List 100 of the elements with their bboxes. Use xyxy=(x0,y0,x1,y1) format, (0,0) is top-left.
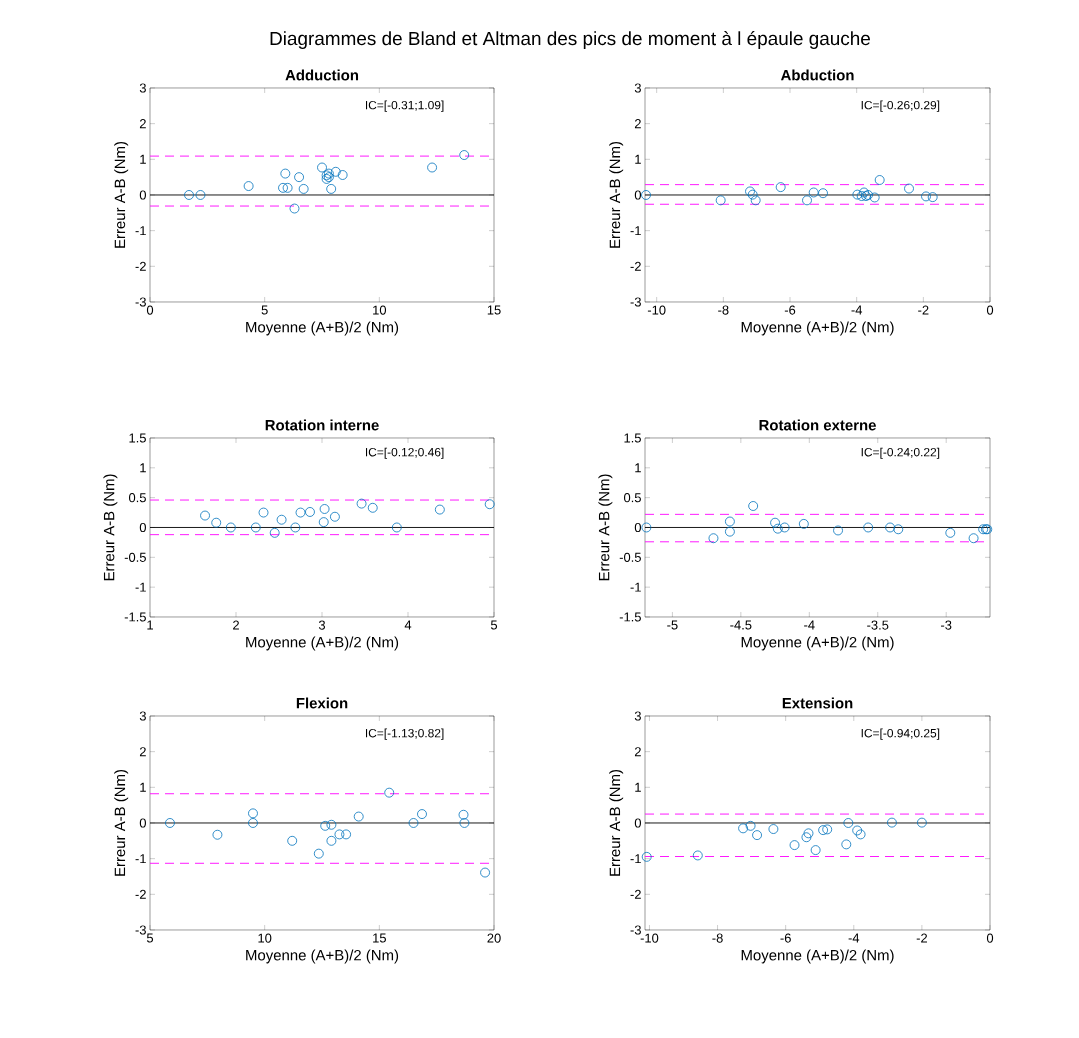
annotation: IC=[-1.13;0.82] xyxy=(365,728,444,740)
point xyxy=(326,835,337,846)
point xyxy=(330,166,341,177)
x-axis-title: Moyenne (A+B)/2 (Nm) xyxy=(246,949,399,964)
point xyxy=(248,818,258,828)
point xyxy=(276,514,287,525)
x-tick-label: 15 xyxy=(487,305,501,315)
point xyxy=(337,170,348,180)
point xyxy=(692,850,703,861)
point xyxy=(384,787,395,798)
y-tick-label: 0 xyxy=(139,522,146,533)
y-tick-label: 1 xyxy=(140,154,146,164)
x-tick-label: 5 xyxy=(146,933,154,943)
point xyxy=(715,195,726,206)
x-tick-label: 10 xyxy=(258,933,272,943)
y-tick-label: -2 xyxy=(135,261,146,271)
point xyxy=(801,832,812,843)
x-tick-label: -4 xyxy=(848,933,860,943)
point xyxy=(748,501,759,511)
x-axis-title: Moyenne (A+B)/2 (Nm) xyxy=(741,949,894,964)
y-tick-label: 2 xyxy=(634,747,641,757)
y-tick-label: -3 xyxy=(630,297,641,307)
x-tick-label: -4 xyxy=(804,620,815,630)
y-tick-label: -0.5 xyxy=(124,552,146,562)
point xyxy=(798,519,809,529)
point xyxy=(278,182,288,193)
point xyxy=(417,809,427,819)
x-tick-label: 0 xyxy=(986,305,994,315)
y-tick-label: -1.5 xyxy=(619,612,641,622)
point xyxy=(184,190,194,200)
y-tick-label: 3 xyxy=(139,83,146,93)
point xyxy=(334,829,345,840)
point xyxy=(353,811,364,822)
point xyxy=(856,191,867,201)
point xyxy=(287,835,298,846)
point xyxy=(330,511,340,522)
point xyxy=(459,150,470,160)
y-tick-label: 0 xyxy=(634,190,641,200)
point xyxy=(738,823,748,834)
point xyxy=(921,191,931,202)
point xyxy=(290,522,301,533)
x-tick-label: -4.5 xyxy=(730,620,752,630)
x-axis-title: Moyenne (A+B)/2 (Nm) xyxy=(741,321,894,336)
x-tick-label: -3.5 xyxy=(867,620,889,630)
x-tick-label: -4 xyxy=(851,305,863,315)
y-tick-label: 3 xyxy=(139,711,146,721)
point xyxy=(326,819,337,830)
point xyxy=(200,510,210,521)
x-tick-label: 10 xyxy=(373,305,387,315)
point xyxy=(165,818,175,828)
point xyxy=(427,162,437,173)
x-tick-label: 15 xyxy=(373,933,386,943)
point xyxy=(770,517,780,528)
x-tick-label: 2 xyxy=(233,620,239,630)
point xyxy=(708,533,719,544)
point xyxy=(833,525,843,536)
point xyxy=(318,517,329,528)
point xyxy=(917,817,927,828)
x-tick-label: -3 xyxy=(941,620,952,630)
point xyxy=(195,190,206,200)
point xyxy=(818,188,828,199)
point xyxy=(212,829,223,840)
point xyxy=(282,182,293,193)
point xyxy=(317,162,327,173)
y-tick-label: 2 xyxy=(139,119,146,129)
point xyxy=(779,522,790,533)
y-tick-label: -1 xyxy=(630,582,641,592)
point xyxy=(641,522,652,533)
point xyxy=(319,504,330,514)
chart-title: Rotation interne xyxy=(265,419,379,431)
y-tick-label: 1 xyxy=(635,154,641,164)
point xyxy=(305,507,315,517)
y-tick-label: -2 xyxy=(135,889,146,899)
y-tick-label: 1 xyxy=(140,463,146,473)
y-tick-label: -1 xyxy=(135,226,146,236)
y-tick-label: 0.5 xyxy=(128,493,146,503)
point xyxy=(855,829,866,840)
annotation: IC=[-0.12;0.46] xyxy=(365,447,444,459)
point xyxy=(225,522,236,533)
point xyxy=(752,830,762,841)
point xyxy=(258,507,269,518)
point xyxy=(320,820,331,831)
point xyxy=(289,203,300,214)
point xyxy=(326,184,337,194)
chart-title: Flexion xyxy=(296,697,348,709)
point xyxy=(808,187,819,198)
y-tick-label: -3 xyxy=(135,297,146,307)
x-tick-label: -2 xyxy=(918,305,929,315)
y-tick-label: 1.5 xyxy=(129,433,146,443)
x-tick-label: 1 xyxy=(147,620,153,630)
x-tick-label: 3 xyxy=(318,620,326,630)
point xyxy=(745,820,756,831)
y-tick-label: 3 xyxy=(634,711,641,721)
y-axis-title: Erreur A-B (Nm) xyxy=(114,141,129,248)
text: Diagrammes de Bland et Altman des pics de moment à l épaule gauche xyxy=(270,31,870,49)
point xyxy=(484,499,495,510)
point xyxy=(458,809,469,820)
chart-title: Rotation externe xyxy=(759,419,876,431)
x-axis-title: Moyenne (A+B)/2 (Nm) xyxy=(246,636,399,651)
annotation: IC=[-0.24;0.22] xyxy=(861,447,940,459)
